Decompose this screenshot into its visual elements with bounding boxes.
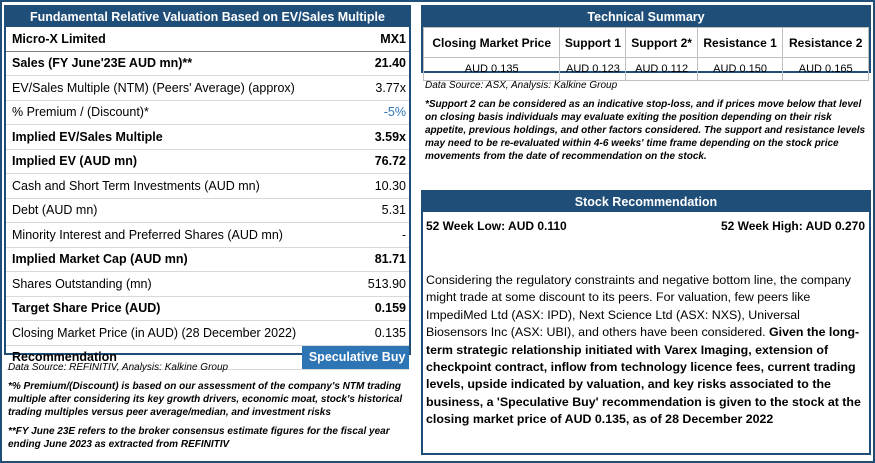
company-row: Micro-X Limited MX1 (6, 27, 409, 52)
row-label: Debt (AUD mn) (6, 198, 303, 223)
table-cell: AUD 0.150 (696, 57, 784, 81)
premium-note: *% Premium/(Discount) is based on our as… (8, 381, 403, 418)
row-value: 10.30 (302, 173, 409, 199)
table-row: % Premium / (Discount)* -5% (6, 100, 409, 125)
table-row: Target Share Price (AUD) 0.159 (6, 296, 409, 321)
table-row: Debt (AUD mn) 5.31 (6, 198, 409, 223)
technical-panel: Technical Summary Closing Market Price S… (421, 5, 871, 81)
support-note: *Support 2 can be considered as an indic… (425, 99, 866, 162)
row-label: Implied EV (AUD mn) (6, 149, 303, 174)
recommendation-header: Stock Recommendation (423, 192, 869, 212)
row-label: Sales (FY June'23E AUD mn)** (6, 51, 303, 76)
column-header: Closing Market Price (422, 27, 561, 58)
table-cell: AUD 0.135 (422, 57, 561, 81)
table-row: Cash and Short Term Investments (AUD mn)… (6, 173, 409, 199)
week-range: 52 Week Low: AUD 0.110 52 Week High: AUD… (423, 212, 869, 233)
technical-header: Technical Summary (423, 7, 869, 27)
company-name: Micro-X Limited (6, 27, 303, 52)
row-label: Minority Interest and Preferred Shares (… (6, 222, 303, 248)
recommendation-row: Recommendation Speculative Buy (6, 345, 409, 370)
row-label: Shares Outstanding (mn) (6, 271, 303, 297)
table-cell: AUD 0.165 (782, 57, 869, 81)
table-cell: AUD 0.112 (625, 57, 698, 81)
valuation-table: Micro-X Limited MX1 Sales (FY June'23E A… (6, 27, 409, 370)
table-row: Implied EV/Sales Multiple 3.59x (6, 124, 409, 150)
row-label: % Premium / (Discount)* (6, 100, 303, 125)
row-value: - (302, 222, 409, 248)
recommendation-text: Considering the regulatory constraints a… (426, 272, 863, 429)
row-value: 81.71 (302, 247, 409, 272)
column-header: Support 1 (559, 27, 627, 58)
row-value: 0.159 (302, 296, 409, 321)
row-label: Implied Market Cap (AUD mn) (6, 247, 303, 272)
valuation-header: Fundamental Relative Valuation Based on … (6, 7, 409, 27)
valuation-panel: Fundamental Relative Valuation Based on … (4, 5, 411, 370)
row-value: 0.135 (302, 320, 409, 346)
recommendation-panel: Stock Recommendation 52 Week Low: AUD 0.… (421, 190, 871, 455)
row-value: 3.59x (302, 124, 409, 150)
row-label: Target Share Price (AUD) (6, 296, 303, 321)
table-row: EV/Sales Multiple (NTM) (Peers' Average)… (6, 75, 409, 101)
table-row: Shares Outstanding (mn) 513.90 (6, 271, 409, 297)
row-value: 76.72 (302, 149, 409, 174)
fy-note: **FY June 23E refers to the broker conse… (8, 426, 390, 450)
table-cell: AUD 0.123 (559, 57, 627, 81)
column-header: Support 2* (625, 27, 698, 58)
row-label: Closing Market Price (in AUD) (28 Decemb… (6, 320, 303, 346)
row-value: -5% (302, 100, 409, 125)
technical-source: Data Source: ASX, Analysis: Kalkine Grou… (425, 80, 618, 91)
row-label: EV/Sales Multiple (NTM) (Peers' Average)… (6, 75, 303, 101)
table-row: Sales (FY June'23E AUD mn)** 21.40 (6, 51, 409, 76)
technical-notes: Data Source: ASX, Analysis: Kalkine Grou… (425, 79, 867, 163)
row-value: 21.40 (302, 51, 409, 76)
row-label: Cash and Short Term Investments (AUD mn) (6, 173, 303, 199)
recommendation-bold: Given the long-term strategic relationsh… (426, 325, 861, 427)
table-row: Minority Interest and Preferred Shares (… (6, 222, 409, 248)
row-label: Implied EV/Sales Multiple (6, 124, 303, 150)
row-label: Recommendation (6, 345, 303, 370)
table-row: Implied Market Cap (AUD mn) 81.71 (6, 247, 409, 272)
recommendation-plain: Considering the regulatory constraints a… (426, 273, 851, 340)
technical-table: Closing Market Price Support 1 Support 2… (422, 27, 869, 81)
row-value: 5.31 (302, 198, 409, 223)
technical-value-row: AUD 0.135 AUD 0.123 AUD 0.112 AUD 0.150 … (422, 57, 869, 81)
week-low: 52 Week Low: AUD 0.110 (426, 219, 567, 233)
week-high: 52 Week High: AUD 0.270 (720, 219, 865, 233)
table-row: Implied EV (AUD mn) 76.72 (6, 149, 409, 174)
valuation-source: Data Source: REFINITIV, Analysis: Kalkin… (8, 362, 229, 373)
row-value: 3.77x (302, 75, 409, 101)
column-header: Resistance 2 (782, 27, 869, 58)
technical-header-row: Closing Market Price Support 1 Support 2… (422, 27, 869, 58)
row-value: 513.90 (302, 271, 409, 297)
column-header: Resistance 1 (696, 27, 784, 58)
valuation-notes: Data Source: REFINITIV, Analysis: Kalkin… (8, 361, 408, 451)
ticker: MX1 (302, 27, 409, 52)
recommendation-badge: Speculative Buy (302, 345, 409, 370)
table-row: Closing Market Price (in AUD) (28 Decemb… (6, 320, 409, 346)
